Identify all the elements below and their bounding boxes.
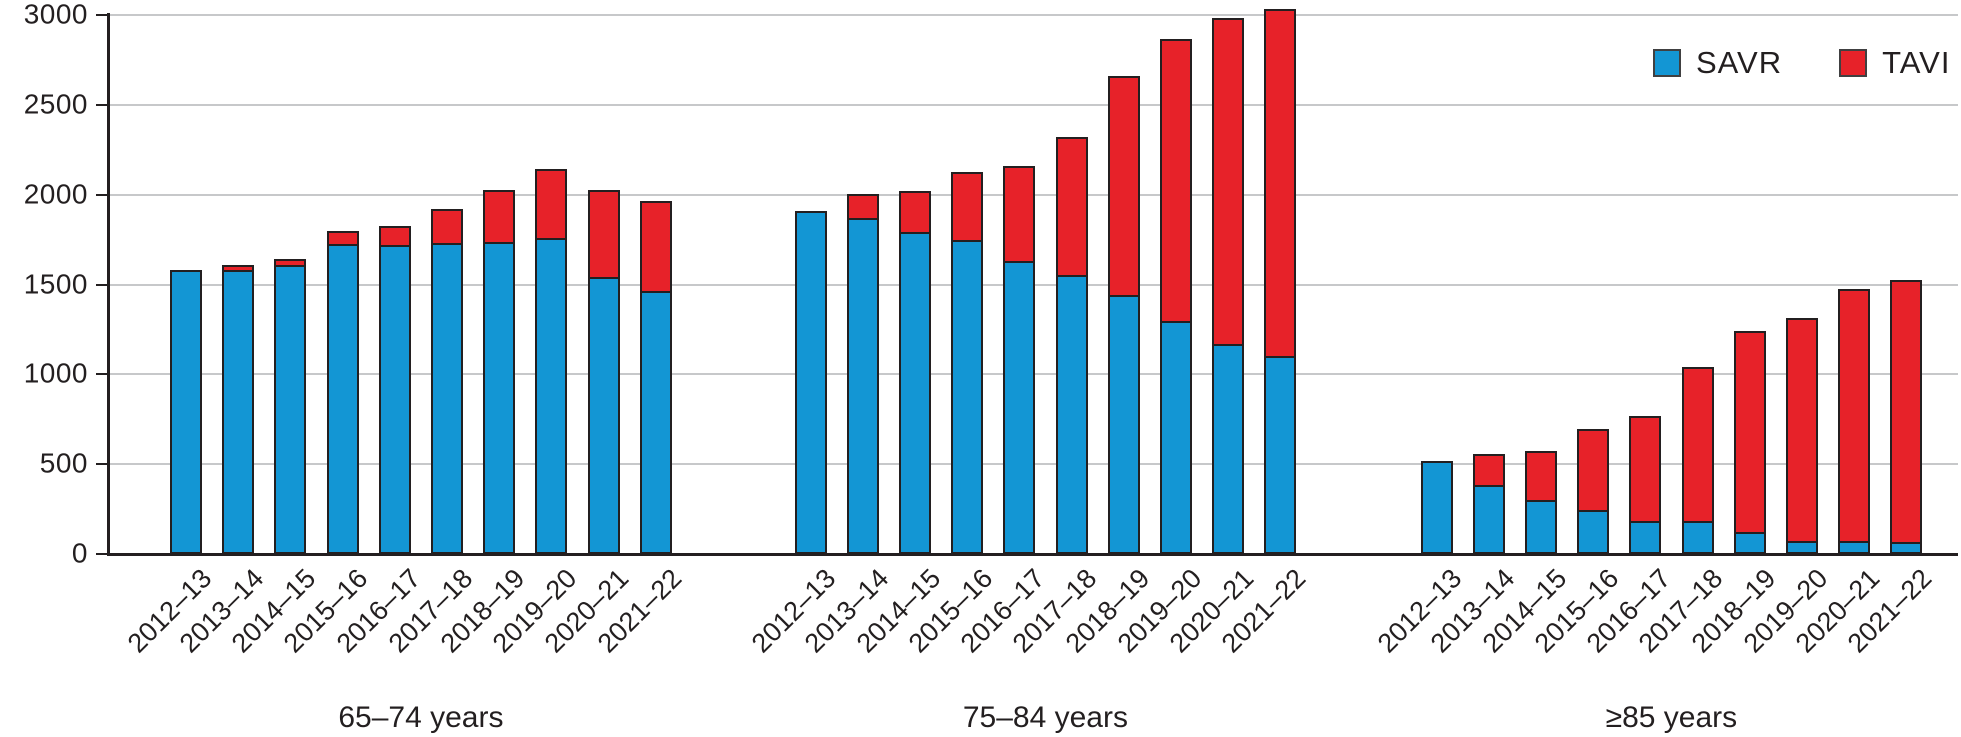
bar-segment-tavi [1838,289,1871,543]
bar-segment-tavi [1681,367,1714,523]
bar-segment-savr [1159,321,1192,554]
y-tick-label: 2500 [23,88,88,120]
bar-segment-tavi [1890,280,1923,544]
bar-segment-savr [378,245,411,554]
bar-segment-savr [639,291,672,554]
tavi-swatch-icon [1839,49,1868,77]
gridline [109,103,1958,106]
bar-segment-tavi [1577,429,1610,512]
bar-segment-tavi [639,201,672,293]
bar-segment-tavi [846,194,879,220]
bar-segment-tavi [431,209,463,245]
bar-segment-tavi [535,169,568,240]
y-tick-mark [96,103,109,106]
bar-segment-savr [1107,295,1140,554]
bar-segment-tavi [1212,18,1245,346]
bar-segment-tavi [274,259,307,267]
gridline [109,14,1958,16]
y-tick-mark [96,14,109,16]
bar-segment-savr [222,270,255,554]
y-tick-mark [96,373,109,376]
bar-segment-savr [1681,521,1714,554]
group-caption-75-84: 75–84 years [962,701,1128,734]
bar-segment-tavi [898,191,931,234]
bar-segment-tavi [951,172,984,242]
bar-segment-tavi [326,231,359,246]
legend-item-savr: SAVR [1653,45,1782,81]
bar-segment-savr [846,218,879,554]
y-tick-label: 3000 [23,0,88,30]
bar-segment-tavi [1107,76,1140,297]
bar-segment-tavi [1159,39,1192,323]
bar-segment-savr [1733,532,1766,554]
y-tick-label: 500 [39,447,88,479]
group-caption-65-74: 65–74 years [338,701,504,734]
bar-segment-tavi [1055,137,1088,277]
bar-segment-tavi [1524,451,1557,502]
bar-segment-savr [1003,261,1036,554]
y-tick-mark [96,463,109,466]
bar-segment-savr [1212,344,1245,554]
bar-segment-savr [587,277,620,554]
bar-segment-savr [1524,500,1557,554]
bar-segment-tavi [1264,9,1297,358]
bar-segment-savr [483,242,516,554]
bar-segment-tavi [1472,454,1505,487]
bar-segment-savr [951,240,984,554]
bar-segment-savr [1577,510,1610,554]
x-axis-line [107,552,1958,556]
y-tick-mark [96,193,109,196]
bar-segment-tavi [1733,331,1766,534]
legend: SAVR TAVI [1653,45,1950,81]
y-tick-label: 1500 [23,267,88,299]
bar-segment-savr [535,238,568,554]
bar-segment-savr [898,232,931,554]
bar-segment-savr [274,265,307,554]
bar-segment-savr [1264,356,1297,554]
bar-segment-savr [1055,275,1088,554]
y-tick-label: 2000 [23,178,88,210]
y-tick-mark [96,553,109,555]
bar-segment-tavi [1629,416,1662,523]
group-caption-85plus: ≥85 years [1605,701,1738,734]
y-tick-mark [96,283,109,286]
bar-segment-tavi [587,190,620,279]
bar-segment-tavi [1003,166,1036,263]
bar-segment-tavi [378,226,411,247]
legend-label-tavi: TAVI [1882,45,1951,80]
y-tick-label: 0 [71,537,88,569]
bar-segment-savr [170,270,202,554]
bar-segment-tavi [222,265,255,272]
bar-segment-savr [1472,485,1505,554]
bar-segment-savr [1420,461,1453,554]
bar-segment-savr [431,243,463,554]
savr-swatch-icon [1653,49,1681,77]
bar-segment-savr [1629,521,1662,554]
bar-segment-tavi [483,190,516,244]
bar-segment-savr [326,244,359,554]
bar-segment-savr [794,211,827,554]
legend-item-tavi: TAVI [1839,45,1950,81]
legend-label-savr: SAVR [1696,45,1783,80]
y-tick-label: 1000 [23,357,88,389]
bar-segment-tavi [1785,318,1818,543]
